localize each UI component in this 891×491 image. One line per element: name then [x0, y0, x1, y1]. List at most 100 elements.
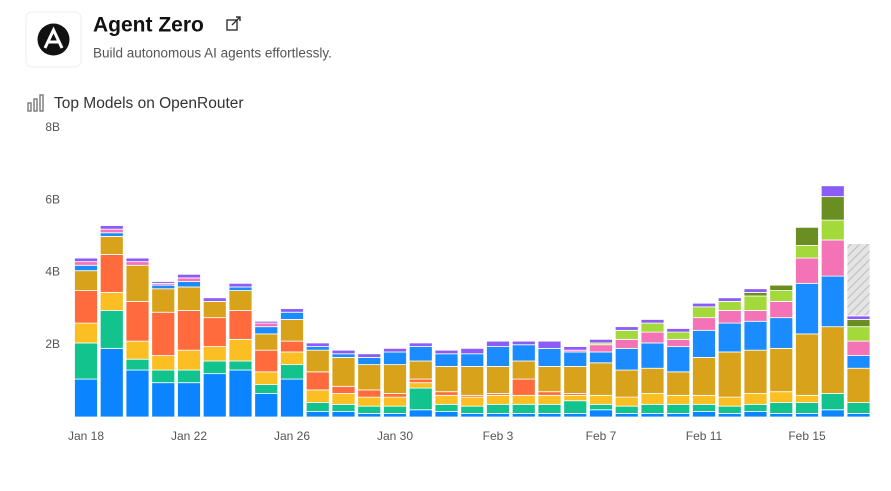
bar-segment: [640, 403, 665, 414]
bar-segment: [666, 371, 691, 396]
bar-segment: [305, 389, 330, 403]
bar-segment: [614, 405, 639, 414]
bar-segment: [125, 261, 150, 266]
bar-segment: [151, 288, 176, 313]
bar-segment: [254, 322, 279, 328]
bar-segment: [177, 369, 201, 384]
bar-segment: [820, 185, 845, 198]
bar-segment: [640, 331, 665, 344]
external-link-icon[interactable]: [226, 16, 241, 31]
bar-segment: [331, 356, 356, 387]
bar-segment: [434, 349, 459, 355]
bar-segment: [228, 290, 253, 311]
x-tick-label: Jan 26: [274, 429, 310, 443]
bar-segment: [511, 378, 536, 396]
bar-segment: [434, 366, 459, 393]
bar-segment: [254, 371, 279, 385]
bar-segment: [820, 196, 845, 221]
logo-mark: [43, 26, 64, 49]
bar-segment: [769, 290, 794, 302]
bar-segment: [202, 300, 227, 319]
bar-segment: [408, 387, 433, 411]
bar-segment: [717, 297, 742, 302]
bar-segment: [357, 412, 382, 418]
bar-segment: [614, 329, 639, 340]
bar-segment: [717, 351, 742, 398]
bar-segment: [820, 239, 845, 277]
x-tick-label: Jan 30: [377, 429, 413, 443]
bar-segment: [511, 360, 536, 380]
bar-segment: [692, 306, 716, 319]
bar-segment: [846, 243, 871, 317]
bar-segment: [589, 394, 613, 405]
bar-segment: [357, 353, 382, 358]
bar-segment: [795, 394, 819, 403]
bar-segment: [717, 405, 742, 414]
app-title: Agent Zero: [93, 14, 204, 37]
bar-segment: [434, 391, 459, 396]
bar-segment: [228, 369, 253, 418]
bar-segment: [769, 347, 794, 393]
bar-segment: [666, 338, 691, 347]
bar-segment: [125, 300, 150, 342]
bar-segment: [846, 326, 871, 342]
bar-segment: [280, 308, 304, 313]
bar-segment: [640, 319, 665, 324]
bar-segment: [692, 356, 716, 396]
bar-segment: [692, 329, 716, 358]
bar-segment: [357, 356, 382, 366]
bar-segment: [486, 346, 510, 367]
bar-segment: [692, 302, 716, 308]
bar-segment: [305, 402, 330, 412]
bar-segment: [846, 367, 871, 403]
bar-segment: [795, 257, 819, 284]
bar-segment: [177, 286, 201, 311]
bar-segment: [717, 412, 742, 418]
bar-segment: [254, 349, 279, 373]
bar-segment: [254, 333, 279, 351]
bar-segment: [305, 346, 330, 351]
bar-segment: [74, 261, 98, 266]
bar-segment: [357, 396, 382, 407]
x-tick-label: Feb 7: [586, 429, 617, 443]
bar-segment: [820, 409, 845, 418]
bar-segment: [743, 320, 768, 351]
bar-segment: [99, 291, 124, 311]
plot: 2B 4B 6B 8B Jan 18 Jan 22 Jan 26 Jan 30 Feb 3 Feb…: [45, 120, 871, 443]
bar-segment: [331, 411, 356, 418]
x-tick-label: Jan 22: [171, 429, 207, 443]
bar-segment: [795, 226, 819, 246]
bar-segment: [434, 394, 459, 405]
bar-segment: [280, 378, 304, 418]
bar-segment: [537, 403, 562, 414]
bar-segment: [408, 378, 433, 384]
bar-segment: [640, 367, 665, 394]
bar-segment: [99, 235, 124, 255]
bar-segment: [280, 340, 304, 353]
bar-segment: [666, 403, 691, 414]
bar-segment: [614, 347, 639, 371]
bar-segment: [563, 366, 588, 394]
bar-segment: [305, 411, 330, 418]
bar-segment: [769, 300, 794, 319]
bar-segment: [331, 385, 356, 394]
bar-segment: [74, 270, 98, 291]
bar-segment: [846, 315, 871, 320]
bar-segment: [177, 310, 201, 351]
bar-segment: [537, 412, 562, 418]
bar-segment: [408, 346, 433, 362]
bar-segment: [460, 366, 485, 396]
bar-segment: [151, 382, 176, 418]
bar-segment: [486, 403, 510, 414]
bar-segment: [666, 394, 691, 405]
y-tick-label: 8B: [45, 120, 60, 134]
bar-segment: [692, 403, 716, 412]
bar-segment: [434, 403, 459, 412]
bar-segment: [383, 351, 407, 366]
bar-segment: [383, 364, 407, 394]
bar-segment: [202, 373, 227, 418]
bar-segment: [280, 311, 304, 320]
bar-segment: [228, 286, 253, 291]
bar-segment: [177, 281, 201, 288]
bar-segment: [511, 344, 536, 362]
